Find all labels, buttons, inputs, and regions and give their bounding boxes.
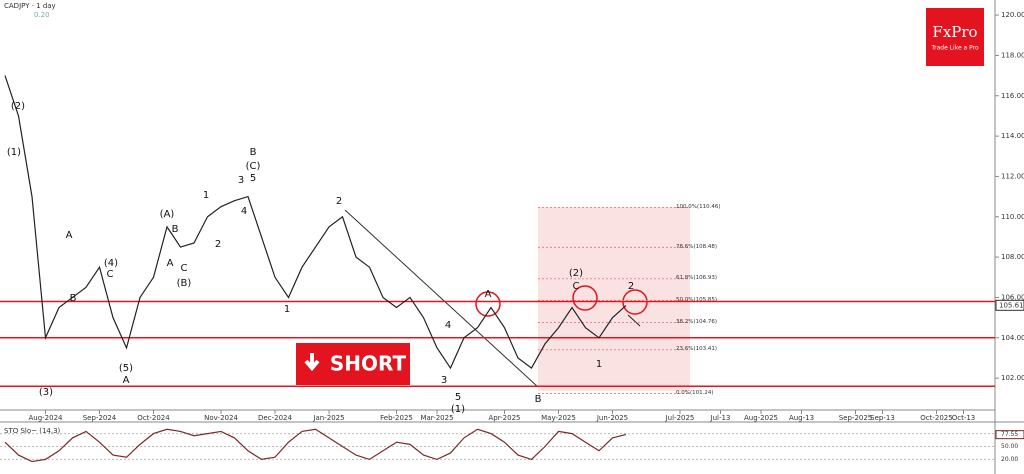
y-tick-label: 112.00 — [1001, 172, 1024, 180]
x-tick-label: Oct-2024 — [137, 414, 170, 422]
wave-label: 1 — [596, 359, 602, 370]
x-tick-label: Mar-2025 — [420, 414, 453, 422]
x-tick-label: May-2025 — [541, 414, 576, 422]
y-tick-label: 108.00 — [1001, 253, 1024, 261]
wave-label: (2) — [569, 268, 583, 279]
ma-label: 0.20 — [34, 11, 50, 19]
x-tick-label: Jul-13 — [710, 414, 731, 422]
fib-label: 38.2%(104.76) — [676, 319, 717, 325]
wave-label: C — [181, 263, 188, 274]
sto-title: STO Slo~ (14,3) — [4, 427, 61, 435]
wave-label: (A) — [160, 209, 175, 220]
x-tick-label: Feb-2025 — [380, 414, 413, 422]
y-tick-label: 116.00 — [1001, 92, 1024, 100]
wave-label: 4 — [241, 206, 247, 217]
y-tick-label: 110.00 — [1001, 213, 1024, 221]
y-tick-label: 120.00 — [1001, 11, 1024, 19]
wave-label: A — [123, 375, 130, 386]
y-tick-label: 104.00 — [1001, 334, 1024, 342]
x-tick-label: Oct-13 — [952, 414, 976, 422]
wave-label: 3 — [238, 175, 244, 186]
y-tick-label: 102.00 — [1001, 374, 1024, 382]
wave-label: (B) — [177, 278, 192, 289]
wave-label: (1) — [7, 147, 21, 158]
down-arrow — [304, 353, 320, 372]
wave-label: (5) — [119, 363, 133, 374]
wave-label: 2 — [336, 196, 342, 207]
fib-box — [538, 207, 690, 391]
x-tick-label: Aug-13 — [789, 414, 814, 422]
fib-label: 0.0%(101.24) — [676, 390, 714, 396]
arrow — [627, 314, 641, 327]
plot-bg — [0, 0, 995, 474]
logo-tagline: Trade Like a Pro — [930, 45, 979, 52]
sto-tick-label: 77.55 — [1001, 431, 1018, 438]
y-tick-label: 114.00 — [1001, 132, 1024, 140]
wave-label: B — [172, 224, 179, 235]
wave-label: 5 — [455, 392, 461, 403]
wave-label: 5 — [250, 173, 256, 184]
price-line — [4, 75, 627, 370]
y-tick-label: 106.00 — [1001, 293, 1024, 301]
x-tick-label: Jul-2025 — [665, 414, 695, 422]
y-tick-label: 118.00 — [1001, 51, 1024, 59]
x-tick-label: Sep-13 — [870, 414, 895, 422]
wave-label: B — [70, 293, 77, 304]
wave-label: A — [66, 230, 73, 241]
symbol: CADJPY · 1 day — [4, 2, 56, 10]
wave-label: 3 — [441, 375, 447, 386]
price-line — [4, 428, 627, 463]
fib-label: 50.0%(105.85) — [676, 297, 717, 303]
x-tick-label: Dec-2024 — [258, 414, 292, 422]
wave-label: (C) — [246, 161, 261, 172]
fib-label: 23.6%(103.41) — [676, 346, 717, 352]
trendline — [344, 209, 539, 388]
wave-label: 1 — [284, 304, 290, 315]
x-tick-label: Jan-2025 — [312, 414, 344, 422]
wave-label: B — [535, 394, 542, 405]
last-price-label: 105.61 — [999, 301, 1024, 309]
fib-label: 78.6%(108.48) — [676, 244, 717, 250]
wave-label: 2 — [215, 239, 221, 250]
x-tick-label: Oct-2025 — [920, 414, 952, 422]
wave-label: A — [485, 289, 492, 300]
wave-label: A — [167, 258, 174, 269]
wave-label: (3) — [39, 387, 53, 398]
x-tick-label: Apr-2025 — [488, 414, 520, 422]
wave-label: (1) — [451, 404, 465, 415]
wave-label: (2) — [11, 101, 25, 112]
wave-label: 2 — [628, 281, 634, 292]
x-tick-label: Nov-2024 — [204, 414, 238, 422]
last-price-box — [995, 299, 1024, 311]
sto-tick-label: 20.00 — [1001, 456, 1018, 463]
x-tick-label: Aug-2024 — [28, 414, 63, 422]
wave-label: 4 — [445, 320, 451, 331]
short-label: SHORT — [330, 352, 407, 376]
circle — [572, 285, 598, 311]
x-tick-label: Aug-2025 — [744, 414, 778, 422]
circle — [475, 291, 501, 317]
wave-label: (4) — [104, 258, 118, 269]
fib-label: 61.8%(106.93) — [676, 275, 717, 281]
sto-value-box — [995, 430, 1024, 440]
wave-label: C — [573, 281, 580, 292]
wave-label: B — [250, 147, 257, 158]
x-tick-label: Sep-2024 — [83, 414, 117, 422]
wave-label: 1 — [203, 190, 209, 201]
fib-label: 100.0%(110.46) — [676, 204, 721, 210]
logo-brand: FxPro — [932, 23, 977, 41]
sto-tick-label: 50.00 — [1001, 443, 1018, 450]
x-tick-label: Jun-2025 — [596, 414, 628, 422]
x-tick-label: Sep-2025 — [839, 414, 873, 422]
wave-label: C — [107, 269, 114, 280]
logo — [926, 8, 984, 66]
